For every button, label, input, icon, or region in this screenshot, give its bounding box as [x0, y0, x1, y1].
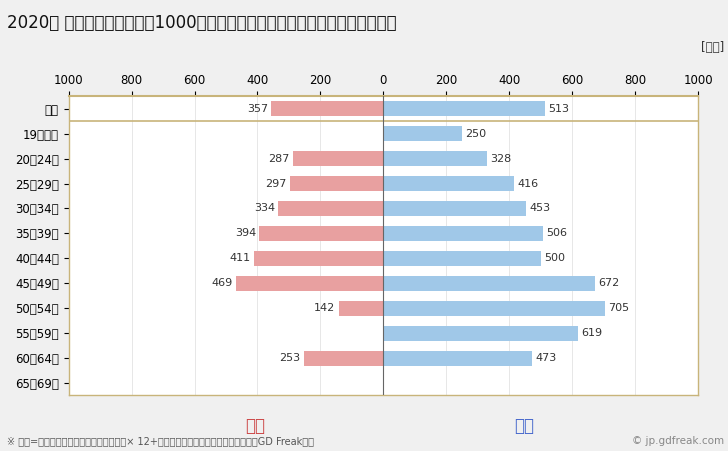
Bar — [384, 251, 541, 266]
Text: 473: 473 — [535, 353, 557, 363]
Text: 500: 500 — [544, 253, 565, 263]
Bar — [293, 151, 384, 166]
Text: 411: 411 — [230, 253, 251, 263]
Text: 394: 394 — [235, 228, 256, 239]
Text: 453: 453 — [529, 203, 550, 213]
Text: © jp.gdfreak.com: © jp.gdfreak.com — [632, 437, 724, 446]
Text: [万円]: [万円] — [701, 41, 724, 54]
Bar — [384, 276, 595, 291]
Text: 250: 250 — [465, 129, 486, 139]
Bar — [339, 301, 384, 316]
Text: 142: 142 — [314, 303, 336, 313]
Bar — [384, 326, 578, 341]
Bar — [259, 226, 384, 241]
Bar — [384, 350, 532, 365]
Text: 513: 513 — [548, 104, 569, 114]
Text: 253: 253 — [280, 353, 301, 363]
Text: 705: 705 — [609, 303, 630, 313]
Text: 2020年 民間企業（従業者数1000人以上）フルタイム労働者の男女別平均年収: 2020年 民間企業（従業者数1000人以上）フルタイム労働者の男女別平均年収 — [7, 14, 397, 32]
Bar — [271, 101, 384, 116]
Bar — [384, 176, 515, 191]
Bar — [384, 301, 605, 316]
Text: 男性: 男性 — [514, 417, 534, 435]
Bar — [384, 151, 486, 166]
Text: 334: 334 — [254, 203, 275, 213]
Bar — [304, 350, 384, 365]
Text: 328: 328 — [490, 154, 511, 164]
Text: 287: 287 — [269, 154, 290, 164]
Text: 297: 297 — [266, 179, 287, 189]
Bar — [384, 201, 526, 216]
Bar — [254, 251, 384, 266]
Text: 672: 672 — [598, 278, 620, 288]
Text: 506: 506 — [546, 228, 567, 239]
Bar — [384, 126, 462, 141]
Text: 416: 416 — [518, 179, 539, 189]
Bar — [236, 276, 384, 291]
Text: ※ 年収=「きまって支給する現金給与額」× 12+「年間賞与その他特別給与額」としてGD Freak推計: ※ 年収=「きまって支給する現金給与額」× 12+「年間賞与その他特別給与額」と… — [7, 437, 314, 446]
Text: 女性: 女性 — [245, 417, 265, 435]
Text: 357: 357 — [247, 104, 268, 114]
Bar — [290, 176, 384, 191]
Text: 469: 469 — [211, 278, 233, 288]
Bar — [384, 226, 542, 241]
Bar — [278, 201, 384, 216]
Bar — [384, 101, 545, 116]
Text: 619: 619 — [582, 328, 603, 338]
